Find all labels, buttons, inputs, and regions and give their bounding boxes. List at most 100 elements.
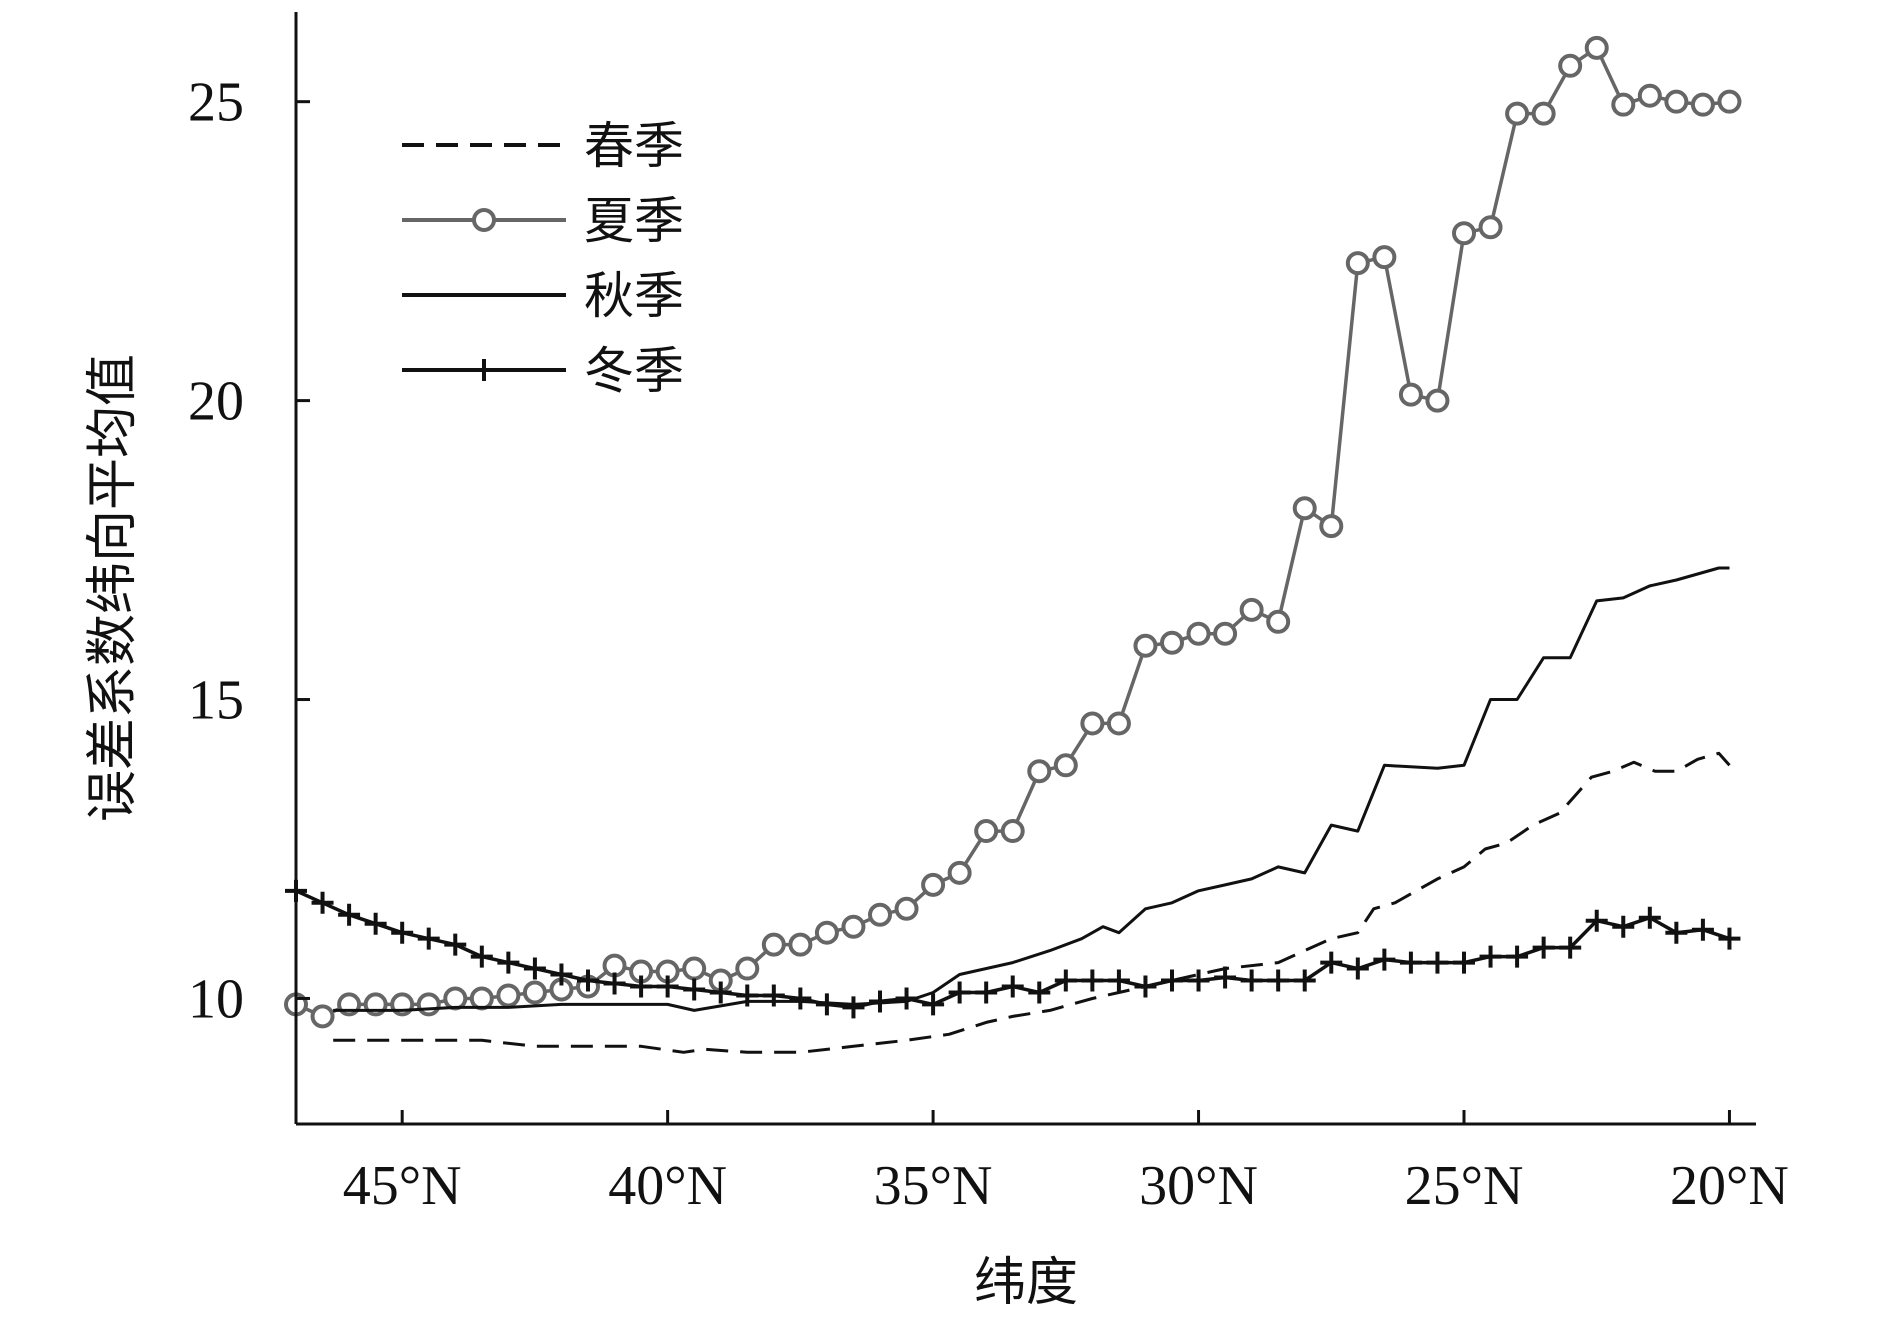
winter-point-marker	[1399, 951, 1422, 974]
summer-point-marker	[469, 986, 494, 1011]
summer-point-marker	[1558, 53, 1583, 78]
winter-point-marker	[1134, 975, 1157, 998]
legend-label: 秋季	[584, 267, 684, 325]
winter-point-marker	[1107, 969, 1130, 992]
summer-point-marker	[1531, 101, 1556, 126]
winter-point-marker	[550, 963, 573, 986]
summer-point-marker	[894, 896, 919, 921]
winter-point-marker	[1054, 969, 1077, 992]
winter-point-marker	[1293, 969, 1316, 992]
winter-point-marker	[1373, 948, 1396, 971]
winter-point-marker	[789, 987, 812, 1010]
summer-point-marker	[974, 819, 999, 844]
winter-point-marker	[1267, 969, 1290, 992]
summer-point-marker	[921, 872, 946, 897]
winter-point-marker	[1001, 975, 1024, 998]
summer-point-marker	[1000, 819, 1025, 844]
summer-point-marker	[1319, 514, 1344, 539]
summer-point-marker	[1292, 496, 1317, 521]
winter-point-marker	[1187, 969, 1210, 992]
winter-point-marker	[1612, 915, 1635, 938]
winter-point-marker	[1161, 969, 1183, 992]
x-tick-label: 40°N	[608, 1155, 727, 1217]
legend-item-autumn: 秋季	[402, 267, 684, 325]
winter-point-marker	[338, 903, 361, 926]
x-axis-title: 纬度	[974, 1253, 1078, 1313]
winter-point-marker	[922, 993, 945, 1016]
axes: 45°N 40°N 35°N 30°N 25°N 20°N 10 15 20 25	[188, 12, 1789, 1217]
summer-point-marker	[443, 986, 468, 1011]
series-line-summer	[295, 46, 1730, 1019]
series-winter	[285, 879, 1741, 1019]
winter-point-marker	[1532, 936, 1555, 959]
summer-point-marker	[472, 208, 496, 232]
winter-point-marker	[523, 957, 546, 980]
summer-point-marker	[868, 902, 892, 927]
summer-point-marker	[1239, 597, 1264, 622]
summer-point-marker	[1345, 251, 1370, 276]
winter-point-marker	[709, 981, 732, 1004]
summer-point-marker	[947, 860, 972, 885]
winter-point-marker	[895, 987, 918, 1010]
y-tick-label: 25	[188, 72, 244, 134]
summer-point-marker	[1584, 35, 1609, 60]
summer-point-marker	[1106, 711, 1131, 736]
summer-point-marker	[1611, 92, 1636, 117]
x-tick-label: 25°N	[1405, 1155, 1524, 1217]
winter-point-marker	[1214, 966, 1237, 989]
winter-point-marker	[736, 984, 759, 1007]
winter-point-marker	[683, 978, 706, 1001]
x-ticks: 45°N 40°N 35°N 30°N 25°N 20°N	[343, 1110, 1789, 1217]
legend-label: 冬季	[584, 342, 684, 400]
winter-point-marker	[417, 927, 440, 950]
summer-point-marker	[1452, 221, 1476, 246]
winter-point-marker	[656, 975, 679, 998]
summer-point-marker	[1160, 630, 1184, 655]
summer-point-marker	[416, 992, 441, 1017]
summer-point-marker	[310, 1004, 335, 1029]
legend-item-spring: 春季	[402, 117, 684, 175]
winter-point-marker	[444, 933, 467, 956]
summer-point-marker	[1505, 101, 1530, 126]
summer-point-marker	[841, 914, 866, 939]
x-tick-label: 35°N	[874, 1155, 993, 1217]
winter-point-marker	[473, 359, 495, 381]
winter-point-marker	[364, 912, 387, 935]
summer-point-marker	[1664, 89, 1689, 114]
y-tick-label: 10	[188, 968, 244, 1030]
series-summer	[284, 35, 1742, 1029]
winter-point-marker	[869, 990, 891, 1013]
summer-point-marker	[522, 980, 547, 1005]
summer-point-marker	[1717, 89, 1742, 114]
summer-point-marker	[1186, 621, 1211, 646]
summer-point-marker	[496, 983, 521, 1008]
summer-point-marker	[761, 932, 786, 957]
legend-item-winter: 冬季	[402, 342, 684, 400]
series-spring	[333, 751, 1731, 1054]
summer-point-marker	[735, 956, 760, 981]
winter-point-marker	[470, 945, 493, 968]
summer-point-marker	[788, 932, 813, 957]
winter-point-marker	[815, 993, 838, 1016]
winter-point-marker	[1028, 981, 1051, 1004]
winter-point-marker	[975, 981, 998, 1004]
x-tick-label: 20°N	[1670, 1155, 1789, 1217]
winter-point-marker	[497, 951, 520, 974]
winter-point-marker	[1638, 906, 1661, 929]
summer-point-marker	[1266, 609, 1291, 634]
winter-point-marker	[1506, 945, 1529, 968]
winter-point-marker	[948, 981, 971, 1004]
winter-point-marker	[1081, 969, 1104, 992]
winter-point-marker	[1559, 936, 1582, 959]
winter-point-marker	[762, 984, 785, 1007]
winter-point-marker	[603, 972, 626, 995]
y-ticks: 10 15 20 25	[188, 72, 310, 1030]
winter-point-marker	[1718, 927, 1741, 950]
winter-point-marker	[391, 921, 414, 944]
summer-point-marker	[1213, 621, 1238, 646]
summer-point-marker	[1690, 92, 1715, 117]
series-line-spring	[333, 751, 1731, 1054]
winter-point-marker	[842, 996, 865, 1019]
